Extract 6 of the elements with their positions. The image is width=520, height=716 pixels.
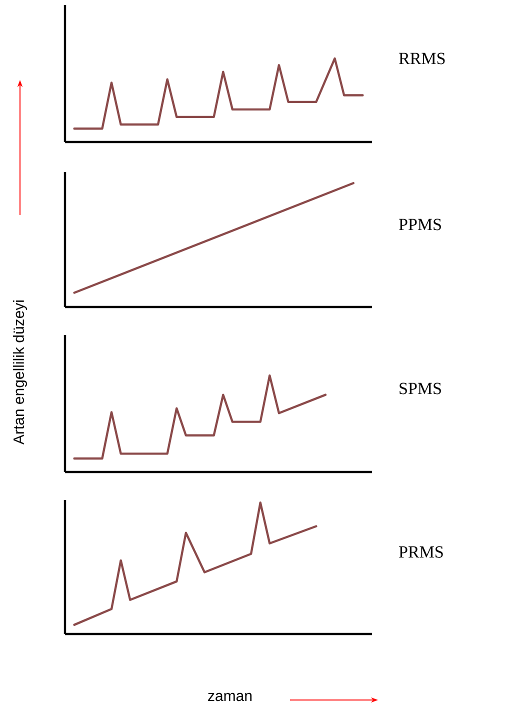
text: PPMS: [399, 218, 441, 230]
text: zaman: [208, 692, 252, 702]
text: SPMS: [400, 382, 441, 394]
text: RRMS: [399, 52, 445, 64]
text: Artan engellilik düzeyi: [13, 300, 27, 445]
text: PRMS: [399, 546, 443, 558]
